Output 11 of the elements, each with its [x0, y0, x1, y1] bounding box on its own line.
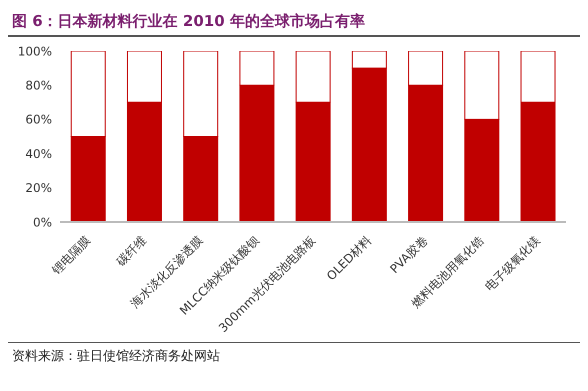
y-tick-label: 100%: [18, 44, 52, 58]
x-tick-label: PVA胶卷: [387, 233, 430, 276]
y-tick-label: 80%: [25, 78, 52, 92]
y-tick-label: 0%: [32, 215, 52, 230]
x-tick-label: 碳纤维: [113, 233, 150, 270]
y-tick-label: 20%: [25, 181, 52, 196]
x-tick-label: 锂电隔膜: [48, 233, 94, 278]
chart-title: 图 6：日本新材料行业在 2010 年的全球市场占有率: [8, 8, 580, 37]
y-tick-label: 40%: [25, 146, 52, 161]
y-tick-label: 60%: [25, 112, 52, 127]
text: 资料来源：驻日使馆经济商务处网站: [8, 342, 580, 365]
